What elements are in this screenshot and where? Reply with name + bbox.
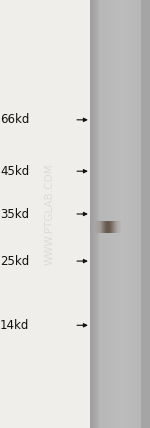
Text: WWW.PTGLAB.COM: WWW.PTGLAB.COM — [45, 163, 54, 265]
Text: 66kd: 66kd — [0, 113, 29, 126]
Text: 35kd: 35kd — [0, 208, 29, 220]
Text: 25kd: 25kd — [0, 255, 29, 268]
Text: 45kd: 45kd — [0, 165, 29, 178]
Text: 14kd: 14kd — [0, 319, 29, 332]
